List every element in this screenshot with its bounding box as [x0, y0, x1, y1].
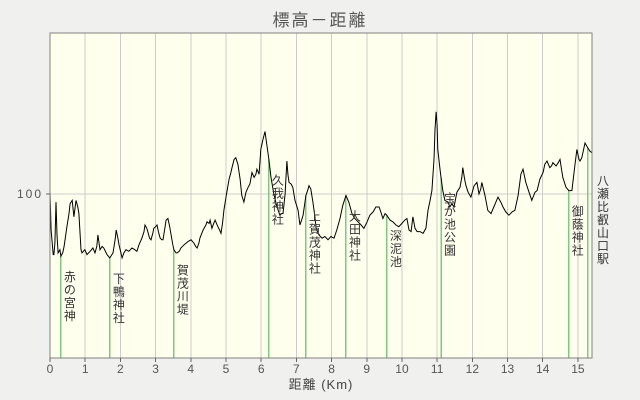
x-tick-label: 0: [47, 362, 54, 376]
x-tick-label: 13: [501, 362, 515, 376]
elevation-profile-line: [49, 111, 593, 260]
waypoint-label: 赤の宮神: [64, 270, 76, 323]
plot-background: [50, 33, 592, 358]
plot-border: [49, 32, 593, 359]
x-tick-label: 14: [536, 362, 550, 376]
x-tick-label: 15: [571, 362, 585, 376]
waypoint-label: 上賀茂神社: [309, 210, 321, 276]
x-tick-label: 3: [152, 362, 159, 376]
waypoint-label: 久我神社: [272, 173, 284, 226]
x-tick-label: 11: [431, 362, 444, 376]
x-tick-label: 7: [293, 362, 300, 376]
waypoint-label: 御蔭神社: [572, 204, 584, 258]
x-axis-label: 距離 (Km): [288, 377, 354, 392]
x-tick-label: 8: [328, 362, 335, 376]
x-tick-label: 1: [82, 362, 89, 376]
x-tick-label: 10: [395, 362, 409, 376]
waypoint-label: 深泥池: [390, 229, 402, 269]
x-tick-label: 2: [117, 362, 124, 376]
x-tick-label: 9: [363, 362, 370, 376]
x-tick-label: 5: [223, 362, 230, 376]
x-tick-label: 12: [466, 362, 480, 376]
waypoint-label: 八瀬比叡山口駅: [597, 174, 609, 266]
waypoint-label: 大田神社: [349, 210, 361, 263]
x-tick-label: 6: [258, 362, 265, 376]
chart-title: 標高－距離: [272, 11, 368, 30]
waypoint-label: 下鴨神社: [113, 272, 125, 325]
waypoint-label: 宝が池公園: [444, 191, 456, 257]
x-tick-label: 4: [187, 362, 194, 376]
y-tick-label: 100: [17, 187, 43, 201]
waypoint-label: 賀茂川堤: [177, 264, 189, 317]
